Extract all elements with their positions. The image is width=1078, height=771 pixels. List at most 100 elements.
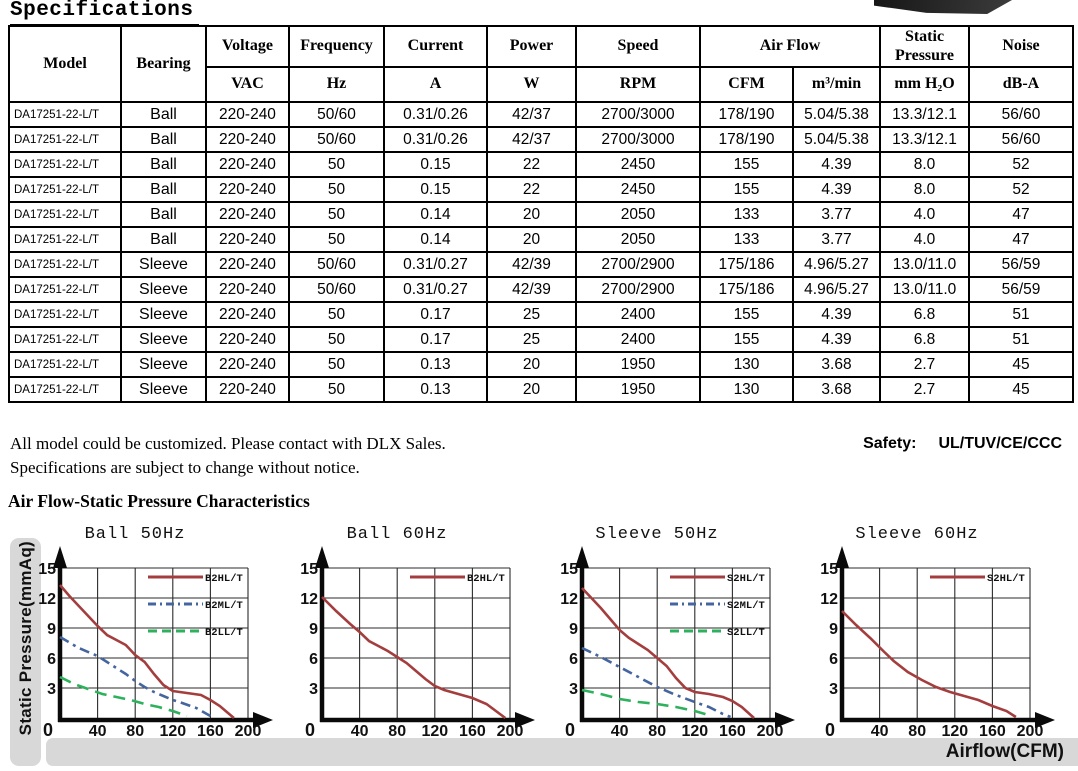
x-axis-arrow-icon: [1035, 712, 1055, 728]
table-cell: DA17251-22-L/T: [8, 251, 122, 278]
table-cell: 0.15: [383, 176, 488, 203]
table-cell: 52: [968, 176, 1074, 203]
x-tick-label: 160: [719, 723, 746, 740]
x-tick-label: 0: [43, 720, 53, 740]
y-tick-label: 9: [309, 621, 318, 638]
x-axis-label-band: Airflow(CFM): [46, 738, 1078, 766]
x-tick-label: 40: [871, 723, 889, 740]
table-cell: 47: [968, 226, 1074, 253]
table-cell: 0.14: [383, 201, 488, 228]
y-tick-label: 9: [829, 621, 838, 638]
table-cell: 42/39: [486, 276, 577, 303]
y-axis-label-band: Static Pressure(mmAq): [10, 538, 41, 766]
table-cell: 22: [486, 151, 577, 178]
legend-label: B2ML/T: [205, 600, 243, 612]
x-tick-label: 120: [421, 723, 448, 740]
table-cell: 155: [699, 151, 794, 178]
legend-label: B2HL/T: [467, 573, 505, 585]
table-cell: 220-240: [205, 176, 290, 203]
table-cell: 50: [288, 201, 385, 228]
table-cell: Ball: [120, 176, 207, 203]
legend-label: B2HL/T: [205, 573, 243, 585]
table-cell: 52: [968, 151, 1074, 178]
y-axis-arrow-icon: [53, 546, 67, 568]
table-cell: 42/37: [486, 101, 577, 128]
x-tick-label: 160: [197, 723, 224, 740]
chart-svg: 3 6 9 12 15 0 40 80 120 160 200 Ball 60Hz B2HL/T: [300, 525, 535, 740]
table-cell: 4.0: [879, 201, 970, 228]
chart: 3 6 9 12 15 0 40 80 120 160 200 Ball 60Hz B2HL/T: [277, 514, 553, 766]
product-photo-corner: [874, 0, 1012, 14]
table-cell: 130: [699, 376, 794, 403]
y-tick-label: 12: [300, 591, 318, 608]
table-row: DA17251-22-L/T Ball 220-240 50 0.15 22 2450 155…: [8, 151, 1074, 178]
safety-line: Safety: UL/TUV/CE/CCC: [863, 435, 1062, 453]
x-tick-label: 80: [126, 723, 144, 740]
unit-hz: Hz: [288, 66, 385, 103]
table-cell: Sleeve: [120, 276, 207, 303]
table-row: DA17251-22-L/T Sleeve 220-240 50 0.17 25 2400 1…: [8, 326, 1074, 353]
series-B2LL/T: [59, 675, 188, 718]
x-tick-label: 40: [89, 723, 107, 740]
table-cell: 1950: [575, 351, 701, 378]
table-cell: 220-240: [205, 226, 290, 253]
unit-mmh2o: mm H₂O: [879, 66, 970, 103]
series-S2HL/T: [841, 610, 1017, 719]
table-cell: 50/60: [288, 251, 385, 278]
table-cell: Sleeve: [120, 326, 207, 353]
note-subject-to-change: Specifications are subject to change wit…: [10, 458, 360, 477]
table-cell: 2400: [575, 326, 701, 353]
table-cell: 175/186: [699, 251, 794, 278]
table-cell: 56/59: [968, 276, 1074, 303]
table-cell: 20: [486, 376, 577, 403]
x-tick-label: 0: [305, 720, 315, 740]
y-axis-arrow-icon: [835, 546, 849, 568]
table-cell: 51: [968, 326, 1074, 353]
unit-vac: VAC: [205, 66, 290, 103]
x-tick-label: 160: [979, 723, 1006, 740]
table-cell: 178/190: [699, 101, 794, 128]
table-cell: 220-240: [205, 276, 290, 303]
table-cell: 13.0/11.0: [879, 251, 970, 278]
y-tick-label: 6: [47, 651, 56, 668]
table-cell: 133: [699, 226, 794, 253]
table-cell: 45: [968, 351, 1074, 378]
y-tick-label: 3: [829, 681, 838, 698]
table-cell: 50: [288, 301, 385, 328]
table-row: DA17251-22-L/T Sleeve 220-240 50 0.13 20 1950 1…: [8, 376, 1074, 403]
table-row: DA17251-22-L/T Ball 220-240 50/60 0.31/0.26 4…: [8, 126, 1074, 153]
table-cell: 220-240: [205, 126, 290, 153]
table-cell: 50: [288, 151, 385, 178]
x-tick-label: 80: [388, 723, 406, 740]
y-tick-label: 3: [47, 681, 56, 698]
unit-a: A: [383, 66, 488, 103]
table-cell: 155: [699, 176, 794, 203]
table-cell: 3.68: [792, 376, 881, 403]
y-tick-label: 15: [38, 561, 56, 578]
table-cell: 4.39: [792, 326, 881, 353]
x-tick-label: 120: [681, 723, 708, 740]
header-model: Model: [8, 25, 122, 103]
table-row: DA17251-22-L/T Ball 220-240 50 0.14 20 2050 133…: [8, 201, 1074, 228]
table-cell: 5.04/5.38: [792, 101, 881, 128]
table-cell: 50/60: [288, 126, 385, 153]
table-cell: 220-240: [205, 326, 290, 353]
table-cell: 0.17: [383, 301, 488, 328]
table-cell: DA17251-22-L/T: [8, 301, 122, 328]
table-cell: 178/190: [699, 126, 794, 153]
table-cell: 175/186: [699, 276, 794, 303]
table-cell: 2700/2900: [575, 276, 701, 303]
y-tick-label: 15: [300, 561, 318, 578]
table-cell: 2050: [575, 201, 701, 228]
table-cell: 220-240: [205, 151, 290, 178]
table-cell: 50: [288, 376, 385, 403]
chart: 3 6 9 12 15 0 40 80 120 160 200 Sleeve 60Hz S2HL/T: [797, 514, 1073, 766]
chart: 3 6 9 12 15 0 40 80 120 160 200 Sleeve 50Hz S2HL/T S2…: [537, 514, 813, 766]
table-cell: 2.7: [879, 376, 970, 403]
series-B2HL/T: [321, 596, 507, 720]
header-bearing: Bearing: [120, 25, 207, 103]
note-customized: All model could be customized. Please co…: [10, 434, 446, 453]
unit-cfm: CFM: [699, 66, 794, 103]
table-cell: 0.13: [383, 351, 488, 378]
specifications-table: Model Bearing Voltage Frequency Current …: [8, 25, 1074, 403]
